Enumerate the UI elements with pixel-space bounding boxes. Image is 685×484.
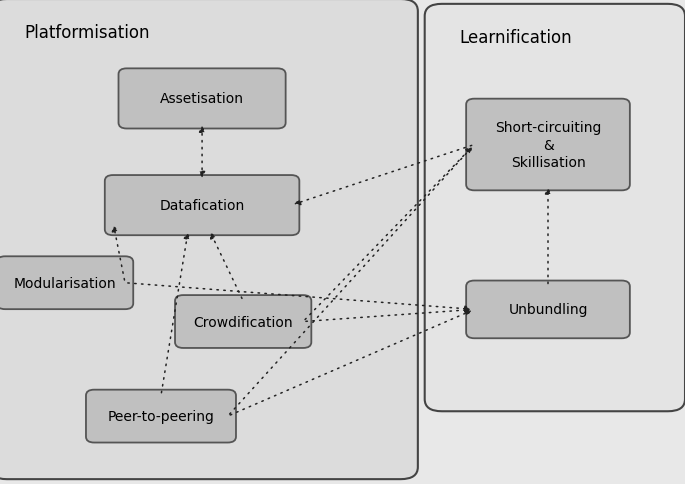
Text: Assetisation: Assetisation: [160, 92, 244, 106]
FancyBboxPatch shape: [466, 281, 630, 339]
Text: Unbundling: Unbundling: [508, 303, 588, 317]
FancyBboxPatch shape: [0, 0, 418, 479]
Text: Short-circuiting
&
Skillisation: Short-circuiting & Skillisation: [495, 121, 601, 169]
FancyBboxPatch shape: [466, 100, 630, 191]
FancyBboxPatch shape: [86, 390, 236, 442]
Text: Crowdification: Crowdification: [193, 315, 293, 329]
FancyBboxPatch shape: [105, 176, 299, 236]
FancyBboxPatch shape: [119, 69, 286, 129]
Text: Learnification: Learnification: [459, 29, 571, 47]
FancyBboxPatch shape: [175, 295, 311, 348]
FancyBboxPatch shape: [425, 5, 685, 411]
FancyBboxPatch shape: [0, 257, 133, 310]
Text: Platformisation: Platformisation: [24, 24, 149, 42]
Text: Peer-to-peering: Peer-to-peering: [108, 409, 214, 423]
Text: Datafication: Datafication: [160, 199, 245, 212]
Text: Modularisation: Modularisation: [14, 276, 116, 290]
